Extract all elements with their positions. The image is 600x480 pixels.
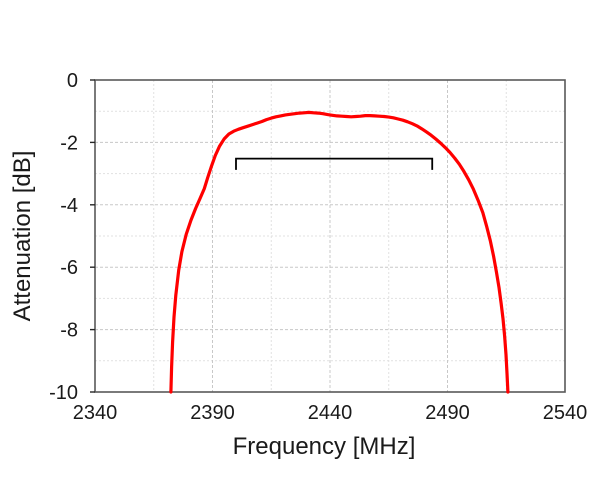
attenuation-curve [169, 110, 510, 394]
y-axis-ticks [90, 79, 95, 393]
x-tick-label: 2490 [425, 402, 470, 424]
x-axis-title: Frequency [MHz] [233, 433, 416, 460]
x-tick-label: 2540 [543, 402, 588, 424]
y-axis-tick-labels: 0 -2 -4 -6 -8 -10 [49, 70, 78, 404]
x-axis-tick-labels: 2340 2390 2440 2490 2540 [73, 402, 588, 424]
y-axis-title: Attenuation [dB] [9, 151, 36, 322]
plot-area-border [94, 79, 566, 393]
y-tick-label: -2 [60, 132, 78, 154]
y-tick-label: -4 [60, 195, 78, 217]
y-tick-label: -8 [60, 320, 78, 342]
x-tick-label: 2340 [73, 402, 118, 424]
y-tick-label: -6 [60, 257, 78, 279]
x-tick-label: 2390 [190, 402, 235, 424]
y-tick-label: 0 [67, 70, 78, 92]
major-gridlines [95, 80, 565, 392]
ism-band-bracket [235, 157, 434, 170]
x-tick-label: 2440 [308, 402, 353, 424]
y-tick-label: -10 [49, 382, 78, 404]
